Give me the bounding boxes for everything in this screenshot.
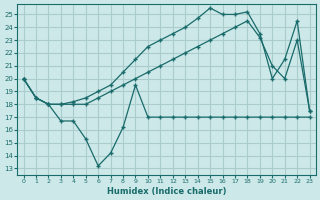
X-axis label: Humidex (Indice chaleur): Humidex (Indice chaleur) bbox=[107, 187, 226, 196]
